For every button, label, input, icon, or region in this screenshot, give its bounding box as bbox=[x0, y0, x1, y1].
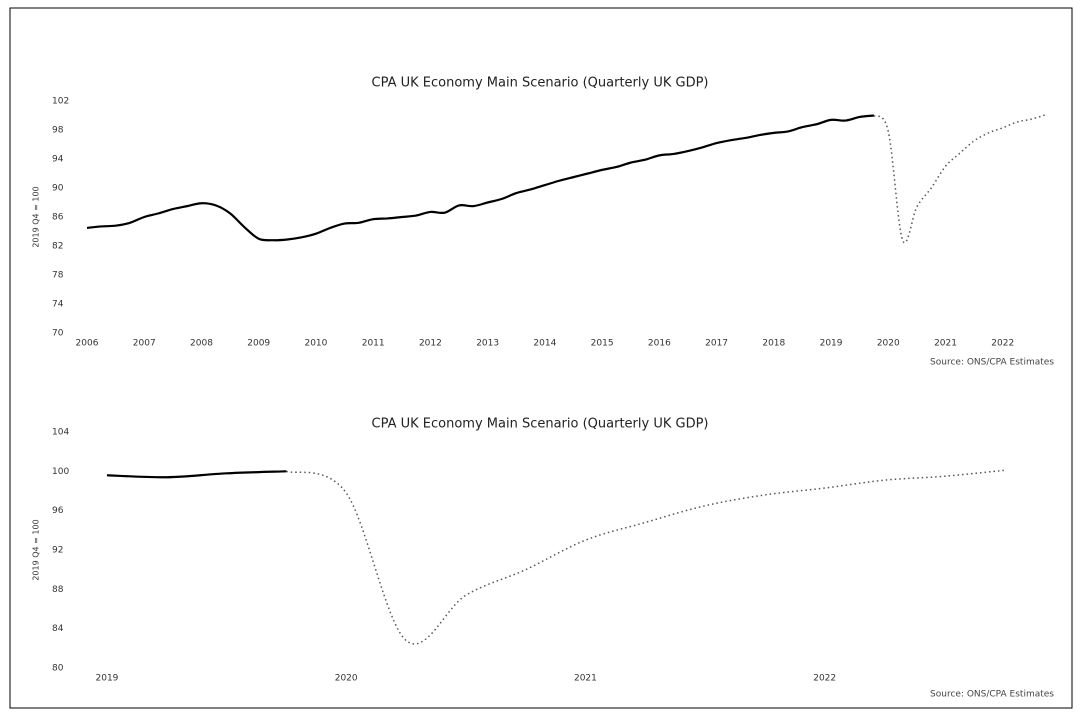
x-tick-label: 2011 bbox=[362, 339, 385, 349]
y-tick-label: 84 bbox=[52, 624, 64, 634]
line bbox=[286, 469, 1005, 645]
line bbox=[106, 470, 287, 479]
y-tick-label: 98 bbox=[52, 126, 64, 136]
x-tick-label: 2018 bbox=[762, 339, 785, 349]
frame bbox=[9, 7, 1073, 709]
y-tick-label: 74 bbox=[52, 300, 64, 310]
y-tick-label: 82 bbox=[52, 242, 63, 252]
y-tick-label: 80 bbox=[52, 664, 64, 674]
source-note: Source: ONS/CPA Estimates bbox=[930, 690, 1054, 700]
x-tick-label: 2014 bbox=[533, 339, 556, 349]
x-tick-label: 2009 bbox=[247, 339, 270, 349]
y-tick-label: 70 bbox=[52, 329, 64, 339]
y-axis-label: 2019 Q4 = 100 bbox=[32, 186, 41, 247]
y-tick-label: 88 bbox=[52, 585, 64, 595]
chart-title: CPA UK Economy Main Scenario (Quarterly … bbox=[372, 76, 709, 91]
x-tick-label: 2013 bbox=[476, 339, 499, 349]
x-tick-label: 2022 bbox=[991, 339, 1014, 349]
y-tick-label: 94 bbox=[52, 155, 64, 165]
y-tick-label: 102 bbox=[52, 97, 69, 107]
y-axis-label: 2019 Q4 = 100 bbox=[32, 519, 41, 580]
x-tick-label: 2016 bbox=[648, 339, 671, 349]
source-note: Source: ONS/CPA Estimates bbox=[930, 358, 1054, 368]
x-tick-label: 2015 bbox=[591, 339, 614, 349]
y-tick-label: 92 bbox=[52, 546, 63, 556]
y-tick-label: 78 bbox=[52, 271, 64, 281]
y-tick-label: 96 bbox=[52, 506, 64, 516]
x-tick-label: 2020 bbox=[877, 339, 900, 349]
y-tick-label: 86 bbox=[52, 213, 64, 223]
x-tick-label: 2022 bbox=[813, 674, 836, 684]
x-tick-label: 2008 bbox=[190, 339, 213, 349]
x-tick-label: 2007 bbox=[133, 339, 156, 349]
x-tick-label: 2006 bbox=[76, 339, 99, 349]
x-tick-label: 2019 bbox=[96, 674, 119, 684]
line bbox=[86, 114, 875, 242]
y-tick-label: 104 bbox=[52, 428, 69, 438]
x-tick-label: 2012 bbox=[419, 339, 442, 349]
x-tick-label: 2010 bbox=[304, 339, 327, 349]
x-tick-label: 2021 bbox=[574, 674, 597, 684]
line bbox=[873, 114, 1046, 244]
y-tick-label: 90 bbox=[52, 184, 64, 194]
x-tick-label: 2017 bbox=[705, 339, 728, 349]
x-tick-label: 2020 bbox=[335, 674, 358, 684]
chart-title: CPA UK Economy Main Scenario (Quarterly … bbox=[372, 417, 709, 432]
x-tick-label: 2019 bbox=[820, 339, 843, 349]
y-tick-label: 100 bbox=[52, 467, 69, 477]
x-tick-label: 2021 bbox=[934, 339, 957, 349]
